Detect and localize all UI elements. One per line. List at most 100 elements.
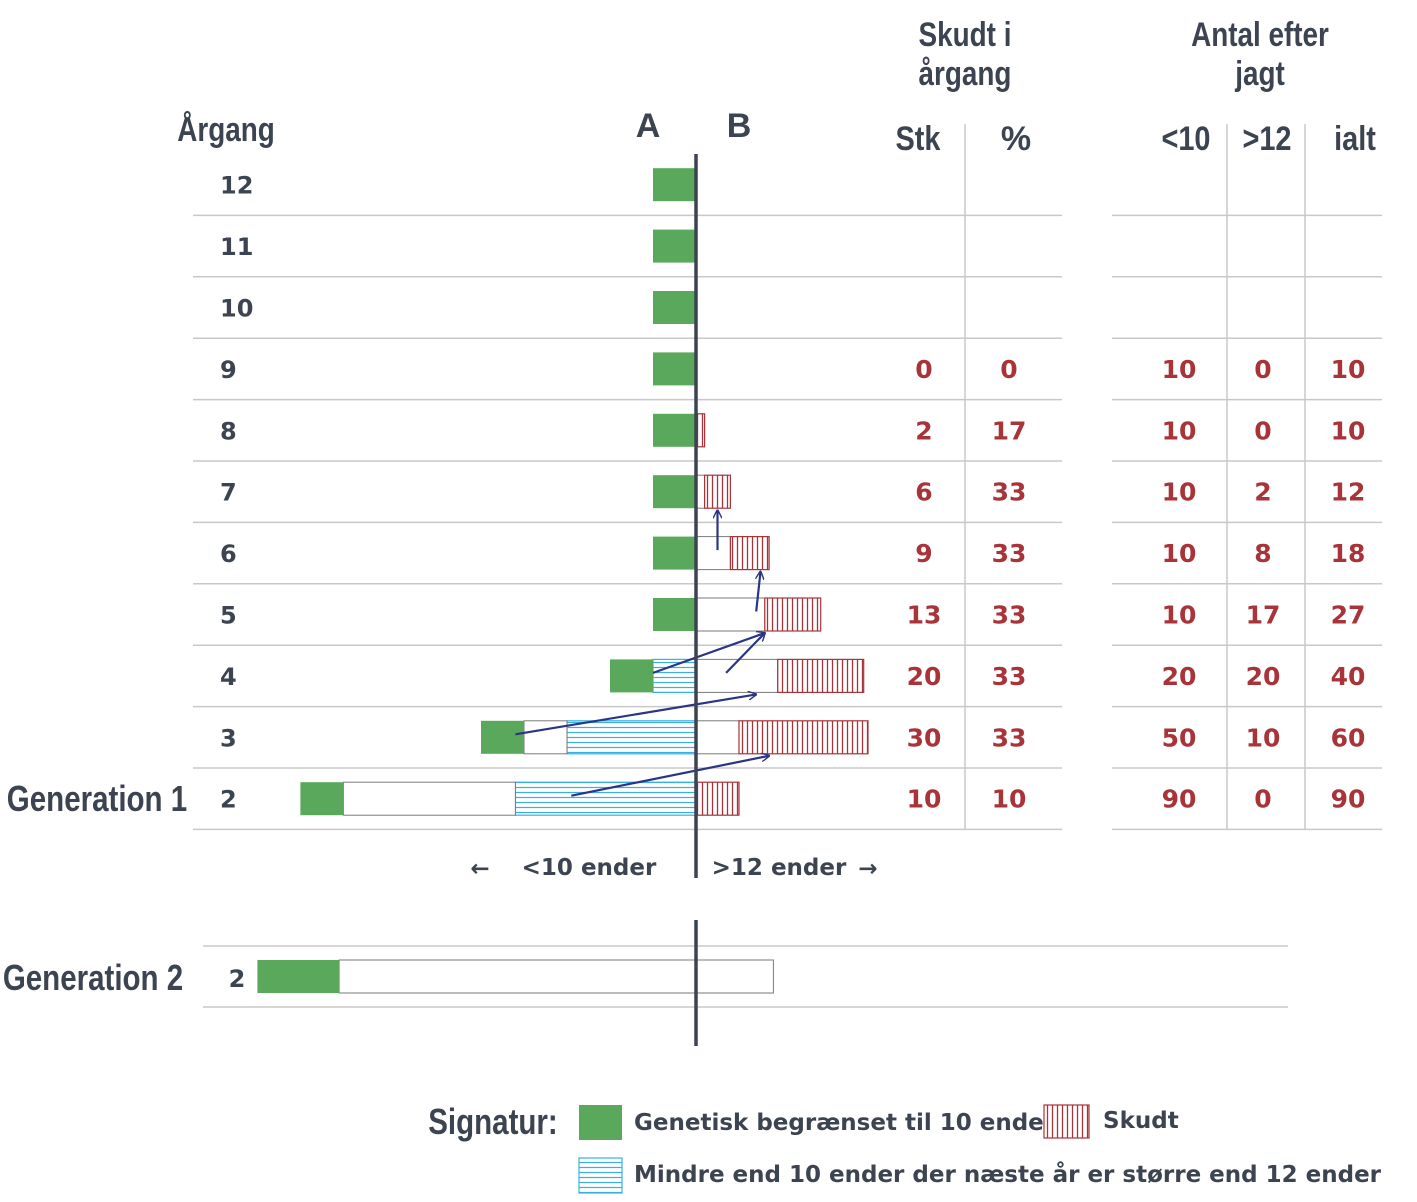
generation2-bar-white-right: [695, 959, 774, 994]
bar-segment-hatch: [514, 781, 697, 816]
transition-arrows: [515, 510, 769, 797]
legend-label-genetic: Genetisk begrænset til 10 ender: [634, 1110, 1056, 1136]
row-label-argang: 12: [220, 172, 253, 200]
count-group-header-line2: jagt: [1234, 54, 1284, 92]
table-value-pct: 33: [992, 601, 1027, 630]
table-value-ialt: 27: [1331, 601, 1366, 630]
shot-col-stk-header: Stk: [896, 119, 941, 158]
table-value-pct: 33: [992, 723, 1027, 752]
table-value-gt12: 0: [1254, 416, 1271, 445]
shot-group-header-line1: Skudt i: [919, 15, 1012, 53]
table-value-lt10: 20: [1162, 662, 1197, 691]
bar-segment-white-right: [695, 597, 766, 632]
legend-swatch-genetic: [579, 1105, 622, 1140]
bar-segment-genetic: [610, 659, 653, 693]
legend-label-hatch: Mindre end 10 ender der næste år er stør…: [634, 1161, 1382, 1188]
table-value-lt10: 10: [1162, 601, 1197, 630]
row-label-argang: 9: [220, 356, 237, 384]
left-arrow-icon: ←: [470, 856, 489, 882]
table-value-gt12: 17: [1246, 601, 1281, 630]
bar-segment-genetic: [653, 291, 696, 324]
generation2-bar-genetic: [257, 960, 340, 993]
bars: [257, 168, 869, 994]
row-label-argang: 11: [220, 233, 253, 261]
row-label-argang: 10: [220, 295, 253, 323]
bar-segment-genetic: [653, 229, 696, 263]
shot-group-header-line2: årgang: [919, 54, 1012, 92]
table-value-ialt: 90: [1331, 785, 1366, 814]
row-header: Årgang: [177, 110, 275, 148]
table-value-lt10: 10: [1162, 539, 1197, 568]
count-col-gt12-header: >12: [1242, 119, 1291, 158]
table-value-stk: 6: [915, 478, 932, 507]
table-value-pct: 0: [1000, 355, 1017, 384]
table-value-ialt: 10: [1331, 355, 1366, 384]
table-values: 0 0 10 0 10 2 17 10 0 10 6 33 10 2 12 9 33 10 8 18 13 33 10 17 2…: [907, 355, 1366, 814]
legend-title: Signatur:: [428, 1101, 558, 1141]
table-value-gt12: 0: [1254, 785, 1271, 814]
bar-segment-genetic: [653, 475, 696, 509]
table-value-stk: 10: [907, 785, 942, 814]
row-label-argang: 2: [220, 786, 237, 814]
transition-arrow: [571, 756, 769, 797]
table-value-gt12: 2: [1254, 478, 1271, 507]
bar-segment-genetic: [653, 168, 696, 202]
generation2-label: Generation 2: [3, 957, 183, 997]
bar-segment-white-right: [695, 658, 779, 693]
table-value-stk: 13: [907, 601, 942, 630]
row-label-argang: 8: [220, 417, 237, 445]
table-value-pct: 10: [992, 785, 1027, 814]
bar-segment-shot: [695, 781, 740, 816]
row-labels: 12 11 10 9 8 7 6 5 4 3 2: [220, 172, 253, 814]
bar-segment-genetic: [653, 536, 696, 570]
bar-segment-white-right: [695, 536, 731, 571]
table-value-gt12: 8: [1254, 539, 1271, 568]
bar-segment-genetic: [481, 720, 524, 754]
right-arrow-icon: →: [858, 856, 877, 882]
row-label-argang: 7: [220, 479, 237, 507]
grid-lines: [193, 214, 1382, 1008]
table-value-stk: 20: [907, 662, 942, 691]
bar-segment-white-left: [342, 781, 516, 816]
legend-swatch-shot: [1043, 1104, 1090, 1139]
bar-segment-hatch: [566, 720, 697, 755]
bar-segment-shot: [729, 535, 770, 571]
bar-segment-shot: [777, 658, 865, 694]
table-value-lt10: 10: [1162, 355, 1197, 384]
table-value-lt10: 10: [1162, 478, 1197, 507]
bar-segment-shot: [703, 474, 731, 509]
table-value-ialt: 12: [1331, 478, 1366, 507]
count-col-ialt-header: ialt: [1334, 119, 1376, 158]
transition-arrow: [755, 572, 760, 612]
row-label-argang: 4: [220, 663, 237, 691]
shot-col-pct-header: %: [1001, 120, 1031, 158]
table-value-lt10: 50: [1162, 723, 1197, 752]
bar-segment-shot: [764, 597, 822, 632]
side-label-b: B: [727, 107, 752, 145]
table-value-pct: 33: [992, 478, 1027, 507]
table-value-pct: 17: [992, 416, 1027, 445]
legend-swatch-hatch: [578, 1157, 623, 1194]
table-value-ialt: 10: [1331, 416, 1366, 445]
table-value-stk: 30: [907, 723, 942, 752]
transition-arrow: [652, 633, 765, 674]
table-value-ialt: 60: [1331, 723, 1366, 752]
transition-arrow: [725, 633, 765, 674]
bar-segment-shot: [738, 720, 869, 755]
table-value-ialt: 18: [1331, 539, 1366, 568]
row-label-argang: 5: [220, 602, 237, 630]
count-group-header-line1: Antal efter: [1191, 15, 1329, 53]
table-value-gt12: 10: [1246, 723, 1281, 752]
table-value-stk: 9: [915, 539, 932, 568]
axis-label-left: <10 ender: [522, 855, 657, 881]
count-col-lt10-header: <10: [1161, 119, 1210, 158]
table-value-stk: 0: [915, 355, 932, 384]
generation2-row-label: 2: [229, 965, 246, 993]
bar-segment-white-right: [695, 720, 740, 755]
axis-label-right: >12 ender: [712, 855, 847, 881]
row-label-argang: 6: [220, 540, 237, 568]
generation1-label: Generation 1: [7, 778, 187, 818]
legend-label-shot: Skudt: [1103, 1108, 1179, 1134]
bar-segment-genetic: [653, 413, 696, 447]
